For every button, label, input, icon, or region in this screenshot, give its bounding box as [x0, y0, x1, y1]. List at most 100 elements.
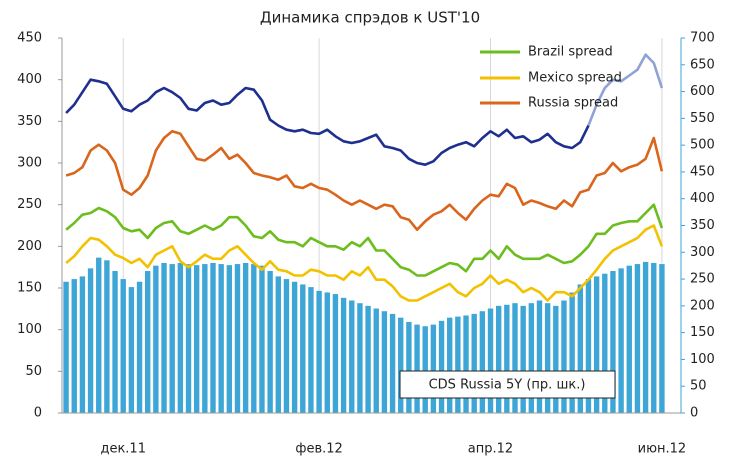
bar — [112, 271, 118, 413]
bar — [536, 300, 543, 413]
bar — [283, 279, 290, 413]
bar — [104, 260, 110, 413]
bar — [145, 271, 151, 413]
legend-label: Brazil spread — [528, 45, 613, 60]
bar — [585, 279, 592, 413]
bar — [593, 276, 600, 413]
x-tick-label: апр.12 — [468, 442, 513, 457]
line — [65, 78, 590, 166]
bar — [389, 313, 396, 413]
y2-tick-label: 700 — [690, 31, 715, 46]
bar — [349, 300, 355, 413]
bar — [651, 263, 657, 413]
bar — [193, 265, 200, 413]
bar — [210, 263, 216, 413]
bar — [324, 292, 330, 413]
bar — [447, 317, 453, 413]
legend-label: CDS Russia 5Y (пр. шк.) — [429, 378, 586, 393]
y-tick-label: 300 — [17, 156, 42, 171]
bar — [169, 264, 175, 413]
bar — [569, 292, 575, 413]
y2-tick-label: 400 — [690, 191, 715, 206]
y-tick-label: 150 — [17, 281, 42, 296]
bar — [504, 304, 510, 413]
line — [587, 53, 664, 126]
bar — [308, 287, 314, 413]
bar — [381, 311, 388, 413]
bar — [479, 311, 486, 413]
bar — [136, 281, 143, 413]
bar — [414, 324, 420, 413]
y-tick-label: 450 — [17, 31, 42, 46]
y2-tick-label: 650 — [690, 57, 715, 72]
y-tick-label: 350 — [17, 114, 42, 129]
bar — [242, 263, 249, 413]
bar — [642, 261, 649, 413]
bar — [234, 264, 241, 413]
bar — [185, 264, 192, 413]
x-tick-label: дек.11 — [100, 442, 146, 457]
bar — [626, 265, 632, 413]
bar — [259, 265, 265, 413]
y2-tick-label: 0 — [690, 406, 698, 421]
legend-box — [399, 370, 616, 399]
bar — [618, 268, 624, 413]
bar — [218, 264, 224, 413]
x-tick-label: фев.12 — [295, 442, 342, 457]
bar — [120, 279, 126, 413]
y-tick-label: 50 — [25, 364, 42, 379]
chart-title: Динамика спрэдов к UST'10 — [260, 9, 480, 27]
y2-tick-label: 300 — [690, 245, 715, 260]
bar — [365, 305, 371, 413]
y2-tick-label: 450 — [690, 164, 715, 179]
bar — [487, 308, 494, 413]
y2-tick-label: 350 — [690, 218, 715, 233]
bar — [202, 264, 208, 413]
bar — [226, 265, 233, 413]
bar — [455, 316, 461, 413]
bar — [267, 271, 273, 413]
bar — [520, 305, 526, 413]
bar — [275, 276, 281, 413]
bar — [659, 264, 665, 413]
bar — [63, 281, 69, 413]
bar — [161, 263, 167, 413]
y2-tick-label: 250 — [690, 272, 715, 287]
line — [65, 130, 664, 231]
bar — [438, 320, 445, 413]
y2-tick-label: 600 — [690, 84, 715, 99]
line — [65, 224, 664, 302]
bar — [528, 303, 535, 413]
bar — [430, 324, 437, 413]
bar — [316, 290, 322, 413]
y-tick-label: 100 — [17, 322, 42, 337]
bar — [463, 315, 469, 413]
bar — [128, 287, 135, 413]
y-tick-label: 0 — [34, 406, 42, 421]
bar — [96, 257, 102, 413]
bar — [373, 308, 379, 413]
bar — [406, 321, 412, 413]
bar — [422, 326, 428, 413]
bar — [177, 263, 184, 413]
bar — [610, 271, 616, 413]
bar — [71, 279, 77, 413]
line — [65, 203, 664, 277]
bar — [577, 284, 583, 413]
y2-tick-label: 500 — [690, 138, 715, 153]
bar — [634, 264, 641, 413]
y2-tick-label: 550 — [690, 111, 715, 126]
bar — [291, 281, 298, 413]
bar — [512, 303, 518, 413]
bar — [87, 268, 94, 413]
x-tick-label: июн.12 — [638, 442, 687, 457]
y2-tick-label: 150 — [690, 325, 715, 340]
y2-tick-label: 50 — [690, 379, 707, 394]
bar — [340, 297, 347, 413]
bar — [495, 305, 502, 413]
bar — [398, 317, 404, 413]
bar — [553, 305, 559, 413]
bar — [251, 264, 257, 413]
legend-label: Russia spread — [528, 96, 618, 111]
